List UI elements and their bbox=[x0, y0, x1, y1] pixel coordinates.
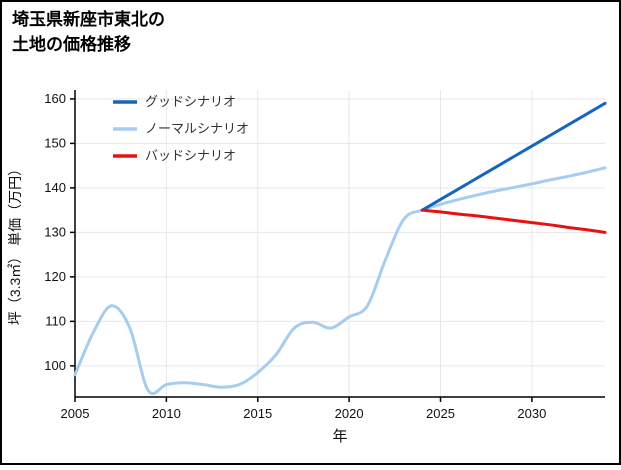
x-tick-label: 2020 bbox=[335, 406, 364, 421]
y-tick-label: 150 bbox=[44, 135, 66, 150]
chart-title-line2: 土地の価格推移 bbox=[12, 34, 131, 54]
chart-title: 埼玉県新座市東北の 土地の価格推移 bbox=[12, 8, 165, 57]
x-tick-label: 2005 bbox=[61, 406, 90, 421]
y-tick-label: 160 bbox=[44, 91, 66, 106]
y-tick-label: 110 bbox=[45, 313, 66, 328]
legend-label-2: バッドシナリオ bbox=[145, 148, 236, 163]
x-axis-label: 年 bbox=[332, 428, 347, 445]
gridlines bbox=[75, 90, 605, 397]
axes bbox=[74, 90, 605, 398]
chart-area: 2005 2010 2015 2020 2025 2030 100 110 120 130 140 1… bbox=[0, 60, 621, 465]
chart-title-line1: 埼玉県新座市東北の bbox=[12, 10, 165, 29]
x-tick-label: 2025 bbox=[426, 406, 455, 421]
series-normal-scenario bbox=[73, 166, 607, 396]
land-price-trend-chart: 2005 2010 2015 2020 2025 2030 100 110 120 130 140 1… bbox=[7, 90, 607, 445]
x-tick-label: 2015 bbox=[243, 406, 272, 421]
series-bad-scenario bbox=[420, 208, 607, 234]
legend-label-1: ノーマルシナリオ bbox=[145, 121, 249, 136]
y-tick-label: 120 bbox=[44, 269, 66, 284]
series-good-scenario bbox=[420, 101, 607, 212]
x-tick-label: 2010 bbox=[152, 406, 181, 421]
x-tick-label: 2030 bbox=[517, 406, 546, 421]
y-tick-label: 140 bbox=[44, 180, 66, 195]
legend-label-0: グッドシナリオ bbox=[145, 94, 236, 109]
tick-labels: 2005 2010 2015 2020 2025 2030 100 110 120 130 140 1… bbox=[44, 91, 546, 421]
y-tick-label: 100 bbox=[44, 358, 66, 373]
tick-marks bbox=[70, 98, 533, 402]
y-tick-label: 130 bbox=[44, 224, 66, 239]
y-axis-label: 坪（3.3㎡） 単価（万円） bbox=[7, 162, 23, 325]
